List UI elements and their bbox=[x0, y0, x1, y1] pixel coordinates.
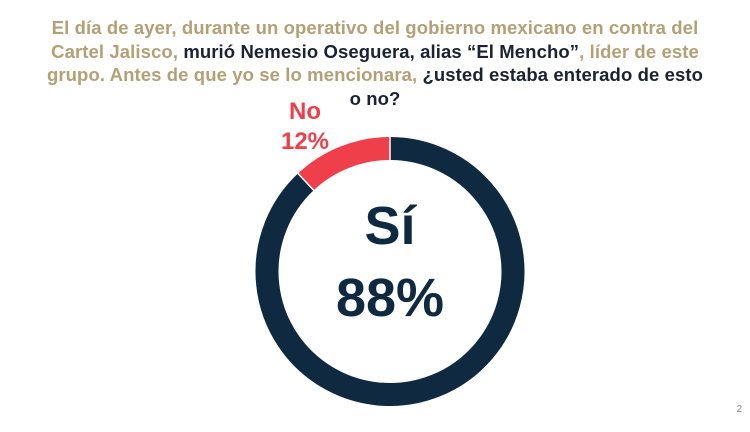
question-part-2: murió Nemesio Oseguera, alias “El Mencho… bbox=[183, 40, 580, 62]
si-category: Sí bbox=[364, 196, 416, 256]
donut-segment-si bbox=[255, 137, 525, 406]
question-part-3: , líder de este grupo. Antes de que yo s… bbox=[46, 40, 699, 86]
no-category: No bbox=[289, 98, 321, 125]
donut-segment-no bbox=[297, 137, 391, 191]
si-value: 88% bbox=[335, 268, 445, 328]
no-label: No 12% bbox=[265, 97, 345, 157]
no-value: 12% bbox=[280, 128, 330, 155]
question-part-1: El día de ayer, durante un operativo del… bbox=[51, 17, 699, 62]
si-label: Sí 88% bbox=[290, 196, 490, 328]
survey-question: El día de ayer, durante un operativo del… bbox=[40, 16, 710, 110]
page-number: 2 bbox=[736, 404, 742, 415]
segment-separator bbox=[297, 172, 315, 192]
question-part-4: ¿usted estaba enterado de esto o no? bbox=[349, 64, 704, 109]
